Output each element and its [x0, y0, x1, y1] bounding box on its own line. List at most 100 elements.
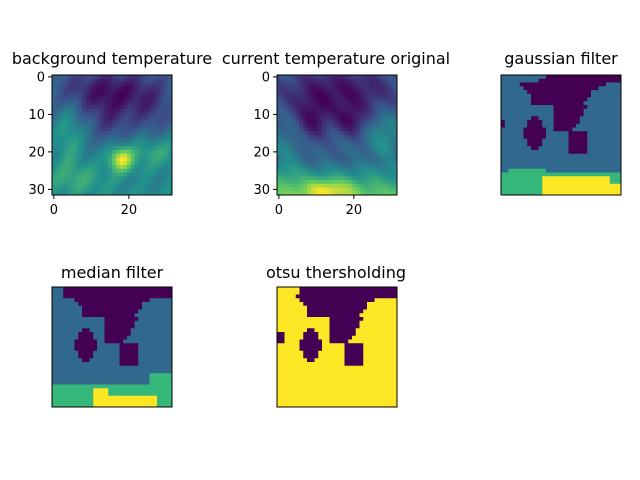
- heatmap-cell: [344, 93, 349, 98]
- heatmap-cell: [333, 108, 338, 113]
- heatmap-cell: [299, 377, 304, 382]
- heatmap-cell: [93, 108, 98, 113]
- heatmap-cell: [307, 165, 312, 170]
- heatmap-cell: [576, 150, 581, 155]
- heatmap-cell: [168, 287, 173, 292]
- heatmap-cell: [280, 93, 285, 98]
- heatmap-cell: [108, 392, 113, 397]
- heatmap-cell: [85, 142, 90, 147]
- heatmap-cell: [538, 131, 543, 136]
- heatmap-cell: [572, 142, 577, 147]
- heatmap-cell: [355, 86, 360, 91]
- heatmap-cell: [67, 101, 72, 106]
- heatmap-cell: [561, 127, 566, 132]
- heatmap-cell: [123, 157, 128, 162]
- heatmap-cell: [359, 150, 364, 155]
- heatmap-cell: [52, 168, 57, 173]
- heatmap-cell: [542, 183, 547, 188]
- heatmap-cell: [348, 176, 353, 181]
- heatmap-cell: [74, 191, 79, 196]
- heatmap-cell: [538, 150, 543, 155]
- heatmap-cell: [70, 75, 75, 80]
- heatmap-cell: [325, 290, 330, 295]
- heatmap-cell: [314, 384, 319, 389]
- heatmap-cell: [382, 335, 387, 340]
- heatmap-cell: [385, 146, 390, 151]
- heatmap-cell: [340, 324, 345, 329]
- heatmap-cell: [277, 176, 282, 181]
- heatmap-cell: [523, 135, 528, 140]
- heatmap-cell: [142, 305, 147, 310]
- heatmap-cell: [108, 347, 113, 352]
- heatmap-cell: [74, 153, 79, 158]
- heatmap-cell: [277, 150, 282, 155]
- heatmap-cell: [363, 86, 368, 91]
- heatmap-cell: [292, 180, 297, 185]
- heatmap-cell: [333, 93, 338, 98]
- heatmap-cell: [557, 90, 562, 95]
- heatmap-cell: [299, 120, 304, 125]
- heatmap-cell: [119, 309, 124, 314]
- heatmap-cell: [142, 150, 147, 155]
- heatmap-cell: [508, 78, 513, 83]
- heatmap-cell: [93, 150, 98, 155]
- heatmap-cell: [119, 290, 124, 295]
- heatmap-cell: [367, 180, 372, 185]
- heatmap-cell: [340, 82, 345, 87]
- heatmap-cell: [89, 358, 94, 363]
- heatmap-cell: [367, 328, 372, 333]
- heatmap-cell: [52, 172, 57, 177]
- y-tick-label: 0: [262, 70, 270, 85]
- heatmap-cell: [63, 116, 68, 121]
- heatmap-cell: [292, 298, 297, 303]
- heatmap-cell: [115, 105, 120, 110]
- heatmap-cell: [363, 168, 368, 173]
- heatmap-cell: [523, 150, 528, 155]
- heatmap-cell: [523, 86, 528, 91]
- heatmap-cell: [168, 127, 173, 132]
- heatmap-cell: [329, 127, 334, 132]
- heatmap-cell: [333, 309, 338, 314]
- y-tick-label: 30: [253, 183, 270, 198]
- heatmap-cell: [280, 347, 285, 352]
- heatmap-cell: [389, 313, 394, 318]
- heatmap-cell: [63, 365, 68, 370]
- heatmap-cell: [337, 105, 342, 110]
- heatmap-cell: [138, 161, 143, 166]
- heatmap-cell: [542, 90, 547, 95]
- heatmap-cell: [153, 183, 158, 188]
- heatmap-cell: [130, 127, 135, 132]
- heatmap-cell: [333, 82, 338, 87]
- heatmap-cell: [78, 105, 83, 110]
- heatmap-cell: [74, 298, 79, 303]
- heatmap-cell: [606, 191, 611, 196]
- heatmap-cell: [115, 399, 120, 404]
- heatmap-cell: [322, 324, 327, 329]
- heatmap-cell: [363, 150, 368, 155]
- heatmap-cell: [310, 105, 315, 110]
- heatmap-cell: [164, 362, 169, 367]
- heatmap-cell: [501, 138, 506, 143]
- heatmap-cell: [284, 313, 289, 318]
- heatmap-cell: [89, 153, 94, 158]
- heatmap-cell: [606, 112, 611, 117]
- heatmap-cell: [363, 90, 368, 95]
- heatmap-cell: [504, 183, 509, 188]
- heatmap-cell: [89, 138, 94, 143]
- heatmap-cell: [295, 176, 300, 181]
- heatmap-cell: [337, 176, 342, 181]
- heatmap-cell: [288, 131, 293, 136]
- heatmap-cell: [531, 97, 536, 102]
- heatmap-cell: [344, 332, 349, 337]
- heatmap-cell: [112, 339, 117, 344]
- heatmap-cell: [168, 350, 173, 355]
- heatmap-cell: [359, 358, 364, 363]
- heatmap-cell: [576, 75, 581, 80]
- heatmap-cell: [145, 123, 150, 128]
- heatmap-cell: [280, 90, 285, 95]
- heatmap-cell: [74, 112, 79, 117]
- heatmap-cell: [576, 146, 581, 151]
- heatmap-cell: [352, 332, 357, 337]
- heatmap-cell: [280, 120, 285, 125]
- heatmap-cell: [378, 309, 383, 314]
